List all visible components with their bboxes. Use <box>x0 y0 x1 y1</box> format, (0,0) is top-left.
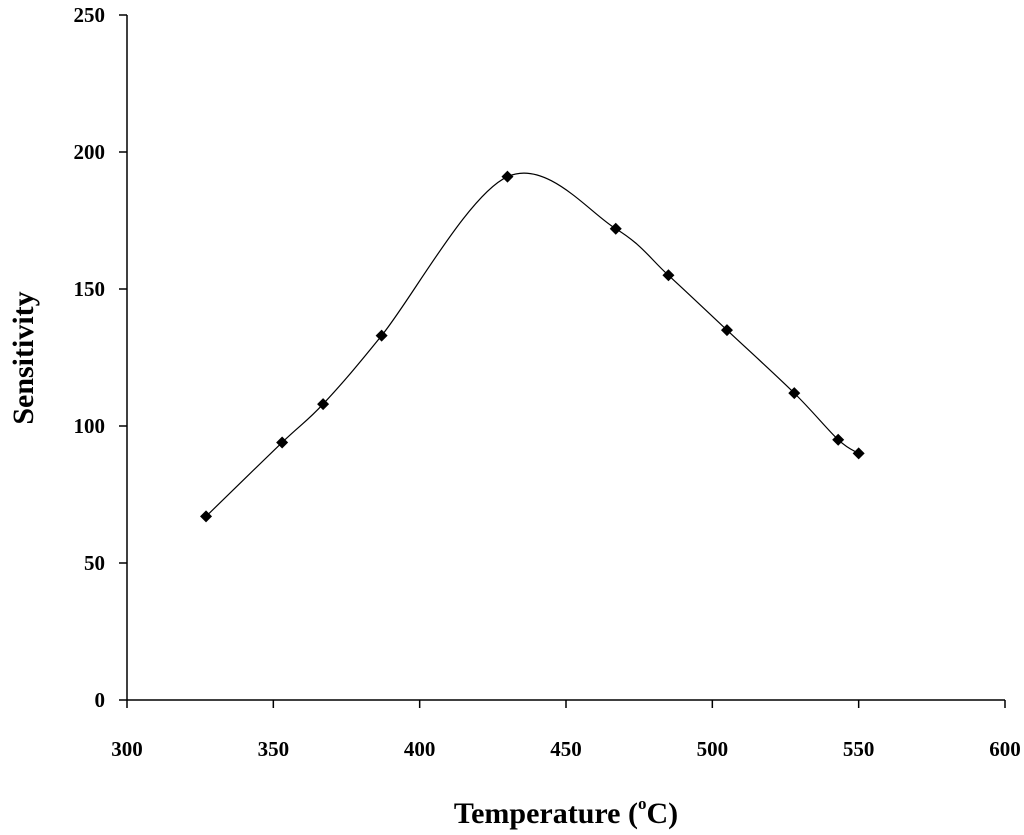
data-point <box>832 433 845 446</box>
data-point <box>662 269 675 282</box>
x-axis-title-superscript: o <box>638 794 647 813</box>
x-tick-label: 350 <box>258 737 290 761</box>
x-axis-title: Temperature (oC) <box>454 794 678 830</box>
y-tick-label: 100 <box>74 414 106 438</box>
data-point <box>501 170 514 183</box>
y-tick-label: 150 <box>74 277 106 301</box>
x-tick-label: 300 <box>111 737 143 761</box>
data-point <box>375 329 388 342</box>
y-ticks: 0 50 100 150 200 250 <box>74 3 127 712</box>
axes <box>126 15 1005 701</box>
y-axis-title: Sensitivity <box>7 291 40 424</box>
x-tick-label: 450 <box>550 737 582 761</box>
x-ticks: 300 350 400 450 500 550 600 <box>111 700 1021 761</box>
data-point <box>788 387 801 400</box>
plot-area <box>200 170 865 523</box>
x-tick-label: 400 <box>404 737 436 761</box>
x-tick-label: 500 <box>697 737 729 761</box>
y-tick-label: 0 <box>95 688 106 712</box>
series-line <box>205 172 860 517</box>
data-point <box>200 510 213 523</box>
y-tick-label: 200 <box>74 140 106 164</box>
x-tick-label: 550 <box>843 737 875 761</box>
x-tick-label: 600 <box>989 737 1021 761</box>
y-tick-label: 50 <box>84 551 105 575</box>
y-tick-label: 250 <box>74 3 106 27</box>
data-point <box>317 398 330 411</box>
data-point <box>276 436 289 449</box>
data-point <box>609 222 622 235</box>
data-point <box>720 324 733 337</box>
data-point <box>852 447 865 460</box>
x-axis-title-unit: C) <box>646 797 678 830</box>
